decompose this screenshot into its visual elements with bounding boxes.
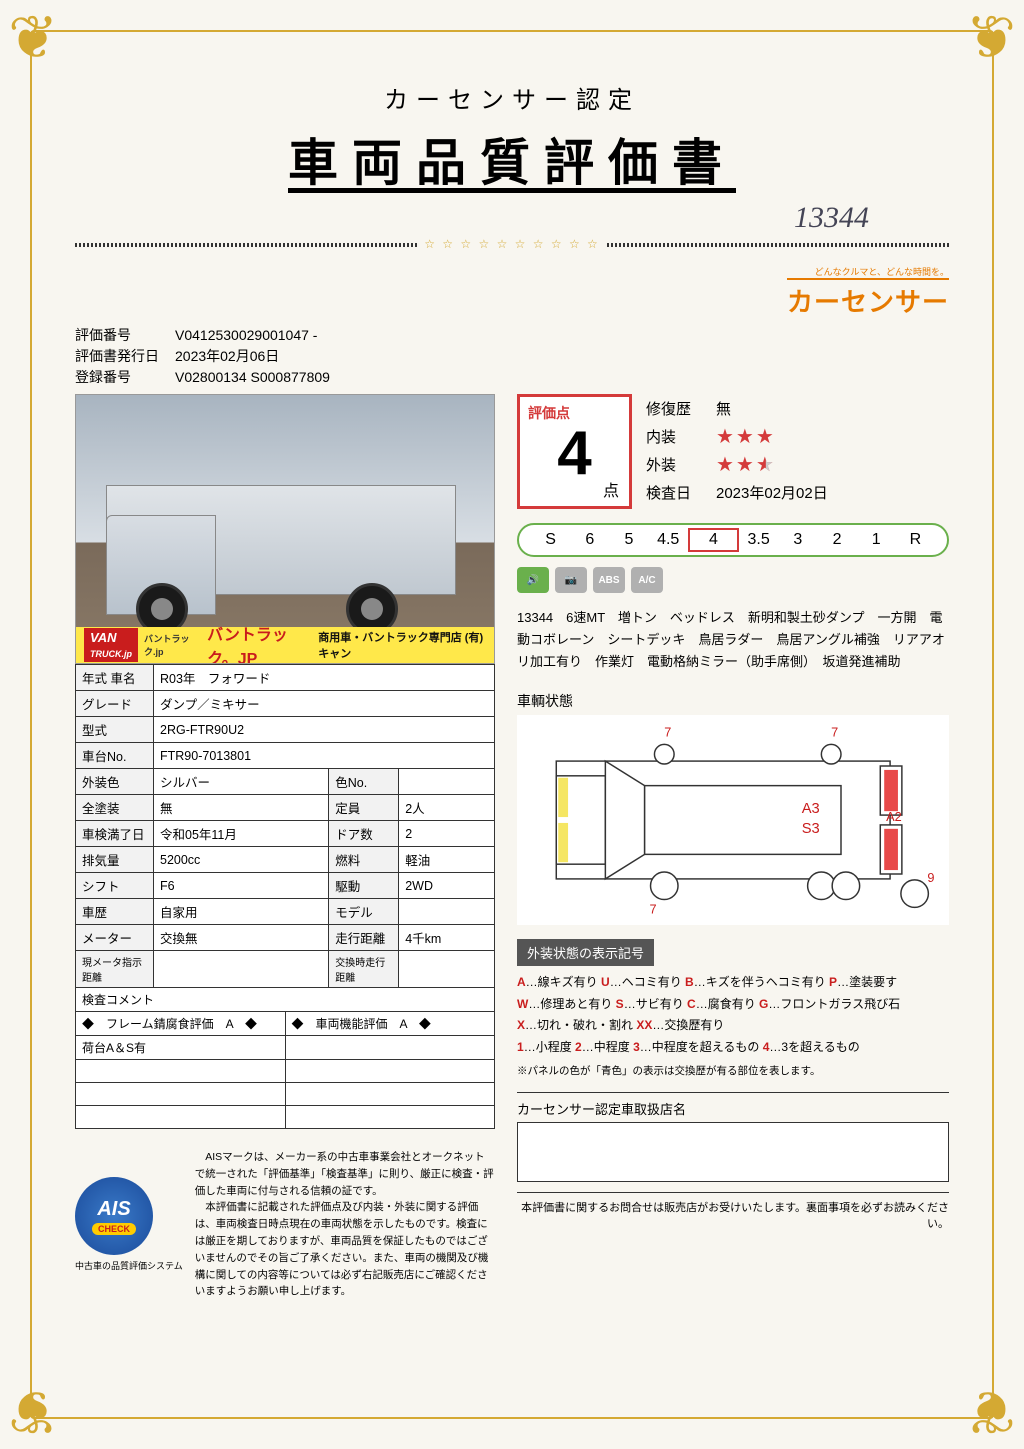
spec-table: 年式 車名R03年 フォワード グレードダンプ／ミキサー 型式2RG-FTR90… [75,664,495,988]
cargo-note: 荷台A＆S有 [76,1036,286,1059]
subtitle: カーセンサー認定 [75,80,949,115]
svg-text:9: 9 [927,870,934,885]
corner-br: ❦ [956,1381,1016,1441]
score-value: 4 [557,423,591,485]
svg-text:7: 7 [831,725,838,740]
feature-icon: 🔊 [517,567,549,593]
feature-icon: ABS [593,567,625,593]
scale-tick: 4.5 [649,531,688,549]
svg-text:7: 7 [650,902,657,917]
svg-text:7: 7 [664,725,671,740]
scale-tick: 4 [688,528,739,552]
corner-bl: ❦ [8,1381,68,1441]
func-eval: ◆ 車両機能評価 A ◆ [286,1012,495,1035]
scale-tick: 1 [857,531,896,549]
reg-no: V02800134 S000877809 [175,367,330,388]
star-divider: ☆ ☆ ☆ ☆ ☆ ☆ ☆ ☆ ☆ ☆ [75,243,949,247]
condition-diagram: 7 7 7 9 A3 S3 A2 [517,715,949,925]
exterior-stars: ★★ [716,452,776,477]
mark-a3: A3 [802,801,820,817]
scale-tick: 2 [817,531,856,549]
inspection-header: 検査コメント [75,988,495,1012]
main-title: 車両品質評価書 [75,123,949,195]
mark-a2: A2 [886,809,902,824]
eval-no: V0412530029001047 - [175,325,317,346]
brand-tagline: どんなクルマと、どんな時間を。 [75,265,949,278]
interior-stars: ★★★ [716,424,776,449]
scale-tick: R [896,531,935,549]
vehicle-photo: VANTRUCK.jp バントラック.jp バントラック。JP 商用車・バントラ… [75,394,495,664]
feature-icon: 📷 [555,567,587,593]
ais-text: AISマークは、メーカー系の中古車事業会社とオークネットで統一された「評価基準」… [195,1149,495,1300]
eval-no-label: 評価番号 [75,325,175,346]
brand-logo: カーセンサー [787,278,949,319]
photo-banner: VANTRUCK.jp バントラック.jp バントラック。JP 商用車・バントラ… [76,627,494,663]
dealer-box [517,1122,949,1182]
issue-label: 評価書発行日 [75,346,175,367]
legend-body: A…線キズ有り U…ヘコミ有り B…キズを伴うヘコミ有り P…塗装要すW…修理あ… [517,966,949,1058]
issue-date: 2023年02月06日 [175,346,279,367]
feature-icon: A/C [631,567,663,593]
score-details: 修復歴無 内装★★★ 外装★★ 検査日2023年02月02日 [646,394,949,506]
dealer-label: カーセンサー認定車取扱店名 [517,1092,949,1118]
legend-header: 外装状態の表示記号 [517,939,654,966]
score-box: 評価点 4 点 [517,394,632,509]
feature-icons: 🔊📷ABSA/C [517,567,949,593]
scale-tick: S [531,531,570,549]
reg-label: 登録番号 [75,367,175,388]
ais-caption: 中古車の品質評価システム [75,1259,183,1272]
rating-scale: S654.543.5321R [517,523,949,557]
frame-eval: ◆ フレーム錆腐食評価 A ◆ [76,1012,286,1035]
scale-tick: 6 [570,531,609,549]
mark-s3: S3 [802,821,820,837]
meta-block: 評価番号V0412530029001047 - 評価書発行日2023年02月06… [75,325,949,388]
ais-badge: AIS CHECK [75,1177,153,1255]
legend-note: ※パネルの色が「青色」の表示は交換歴が有る部位を表します。 [517,1063,949,1078]
diagram-title: 車輌状態 [517,691,949,711]
handwritten-number: 13344 [75,201,949,235]
scale-tick: 3 [778,531,817,549]
vehicle-description: 13344 6速MT 増トン ベッドレス 新明和製土砂ダンプ 一方開 電動コボレ… [517,607,949,673]
scale-tick: 3.5 [739,531,778,549]
scale-tick: 5 [609,531,648,549]
footer-note: 本評価書に関するお問合せは販売店がお受けいたします。裏面事項を必ずお読みください… [517,1192,949,1231]
